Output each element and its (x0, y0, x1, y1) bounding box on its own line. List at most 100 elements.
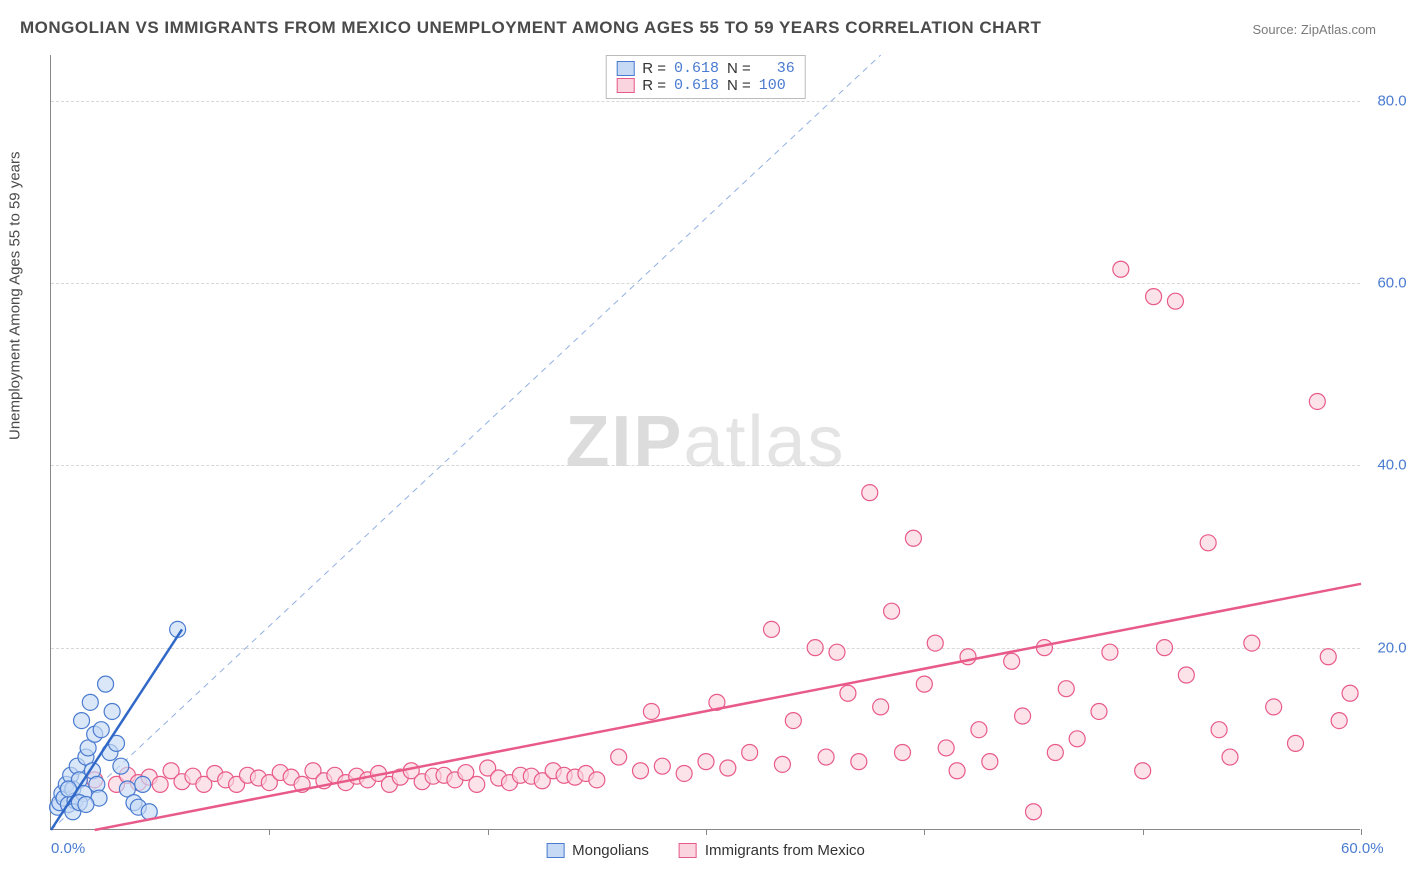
y-axis-title: Unemployment Among Ages 55 to 59 years (7, 151, 24, 440)
scatter-point (1102, 644, 1118, 660)
chart-title: MONGOLIAN VS IMMIGRANTS FROM MEXICO UNEM… (20, 18, 1041, 38)
y-tick-label: 60.0% (1370, 274, 1406, 291)
r-value: 0.618 (674, 60, 719, 77)
scatter-point (1309, 393, 1325, 409)
scatter-point (774, 756, 790, 772)
scatter-point (1200, 535, 1216, 551)
scatter-point (1015, 708, 1031, 724)
scatter-point (1157, 640, 1173, 656)
x-tick-mark (1361, 829, 1362, 835)
scatter-point (720, 760, 736, 776)
r-value: 0.618 (674, 77, 719, 94)
scatter-point (1266, 699, 1282, 715)
chart-plot-area: ZIPatlas 20.0%40.0%60.0%80.0% 0.0%60.0% … (50, 55, 1360, 830)
scatter-point (840, 685, 856, 701)
n-label: N = (727, 60, 751, 77)
series-legend: Mongolians Immigrants from Mexico (546, 842, 865, 859)
y-tick-label: 20.0% (1370, 639, 1406, 656)
scatter-point (1288, 735, 1304, 751)
scatter-point (1211, 722, 1227, 738)
scatter-point (1320, 649, 1336, 665)
scatter-point (152, 776, 168, 792)
legend-label: Mongolians (572, 842, 649, 859)
scatter-point (82, 694, 98, 710)
scatter-point (676, 765, 692, 781)
x-tick-label: 60.0% (1341, 840, 1384, 857)
trend-line (51, 629, 182, 830)
scatter-point (98, 676, 114, 692)
scatter-point (93, 722, 109, 738)
scatter-point (873, 699, 889, 715)
n-label: N = (727, 77, 751, 94)
source-attribution: Source: ZipAtlas.com (1252, 22, 1376, 37)
scatter-point (851, 754, 867, 770)
scatter-point (764, 621, 780, 637)
scatter-point (78, 796, 94, 812)
r-label: R = (642, 77, 666, 94)
reference-line (51, 55, 881, 830)
x-tick-mark (706, 829, 707, 835)
trend-line (95, 584, 1361, 830)
scatter-point (829, 644, 845, 660)
x-tick-mark (924, 829, 925, 835)
scatter-point (982, 754, 998, 770)
scatter-point (1026, 804, 1042, 820)
scatter-point (1167, 293, 1183, 309)
scatter-point (884, 603, 900, 619)
scatter-point (1091, 703, 1107, 719)
scatter-point (862, 485, 878, 501)
scatter-point (1069, 731, 1085, 747)
scatter-point (742, 745, 758, 761)
scatter-point (1004, 653, 1020, 669)
scatter-point (135, 776, 151, 792)
r-label: R = (642, 60, 666, 77)
x-tick-mark (488, 829, 489, 835)
x-tick-mark (1143, 829, 1144, 835)
scatter-point (905, 530, 921, 546)
scatter-point (74, 713, 90, 729)
scatter-point (818, 749, 834, 765)
scatter-point (113, 758, 129, 774)
scatter-point (1146, 289, 1162, 305)
scatter-point (916, 676, 932, 692)
scatter-point (1135, 763, 1151, 779)
scatter-point (589, 772, 605, 788)
scatter-point (643, 703, 659, 719)
legend-swatch-pink (616, 78, 634, 93)
scatter-point (938, 740, 954, 756)
scatter-point (698, 754, 714, 770)
scatter-point (1047, 745, 1063, 761)
legend-swatch-pink (679, 843, 697, 858)
scatter-point (1058, 681, 1074, 697)
scatter-point (104, 703, 120, 719)
legend-item-mongolians: Mongolians (546, 842, 649, 859)
scatter-point (1113, 261, 1129, 277)
n-value: 100 (759, 77, 786, 94)
legend-swatch-blue (616, 61, 634, 76)
legend-item-mexico: Immigrants from Mexico (679, 842, 865, 859)
scatter-point (1331, 713, 1347, 729)
scatter-point (927, 635, 943, 651)
y-tick-label: 80.0% (1370, 92, 1406, 109)
scatter-point (1178, 667, 1194, 683)
n-value: 36 (759, 60, 795, 77)
scatter-point (654, 758, 670, 774)
scatter-point (949, 763, 965, 779)
scatter-point (971, 722, 987, 738)
legend-label: Immigrants from Mexico (705, 842, 865, 859)
scatter-point (1342, 685, 1358, 701)
scatter-point (1222, 749, 1238, 765)
scatter-point (807, 640, 823, 656)
legend-row-mexico: R = 0.618 N = 100 (616, 77, 795, 94)
correlation-legend: R = 0.618 N = 36 R = 0.618 N = 100 (605, 55, 806, 99)
scatter-point (633, 763, 649, 779)
y-tick-label: 40.0% (1370, 457, 1406, 474)
x-tick-label: 0.0% (51, 840, 85, 857)
legend-swatch-blue (546, 843, 564, 858)
scatter-point (785, 713, 801, 729)
scatter-point (1244, 635, 1260, 651)
scatter-point (611, 749, 627, 765)
scatter-svg (51, 55, 1360, 829)
legend-row-mongolians: R = 0.618 N = 36 (616, 60, 795, 77)
scatter-point (469, 776, 485, 792)
